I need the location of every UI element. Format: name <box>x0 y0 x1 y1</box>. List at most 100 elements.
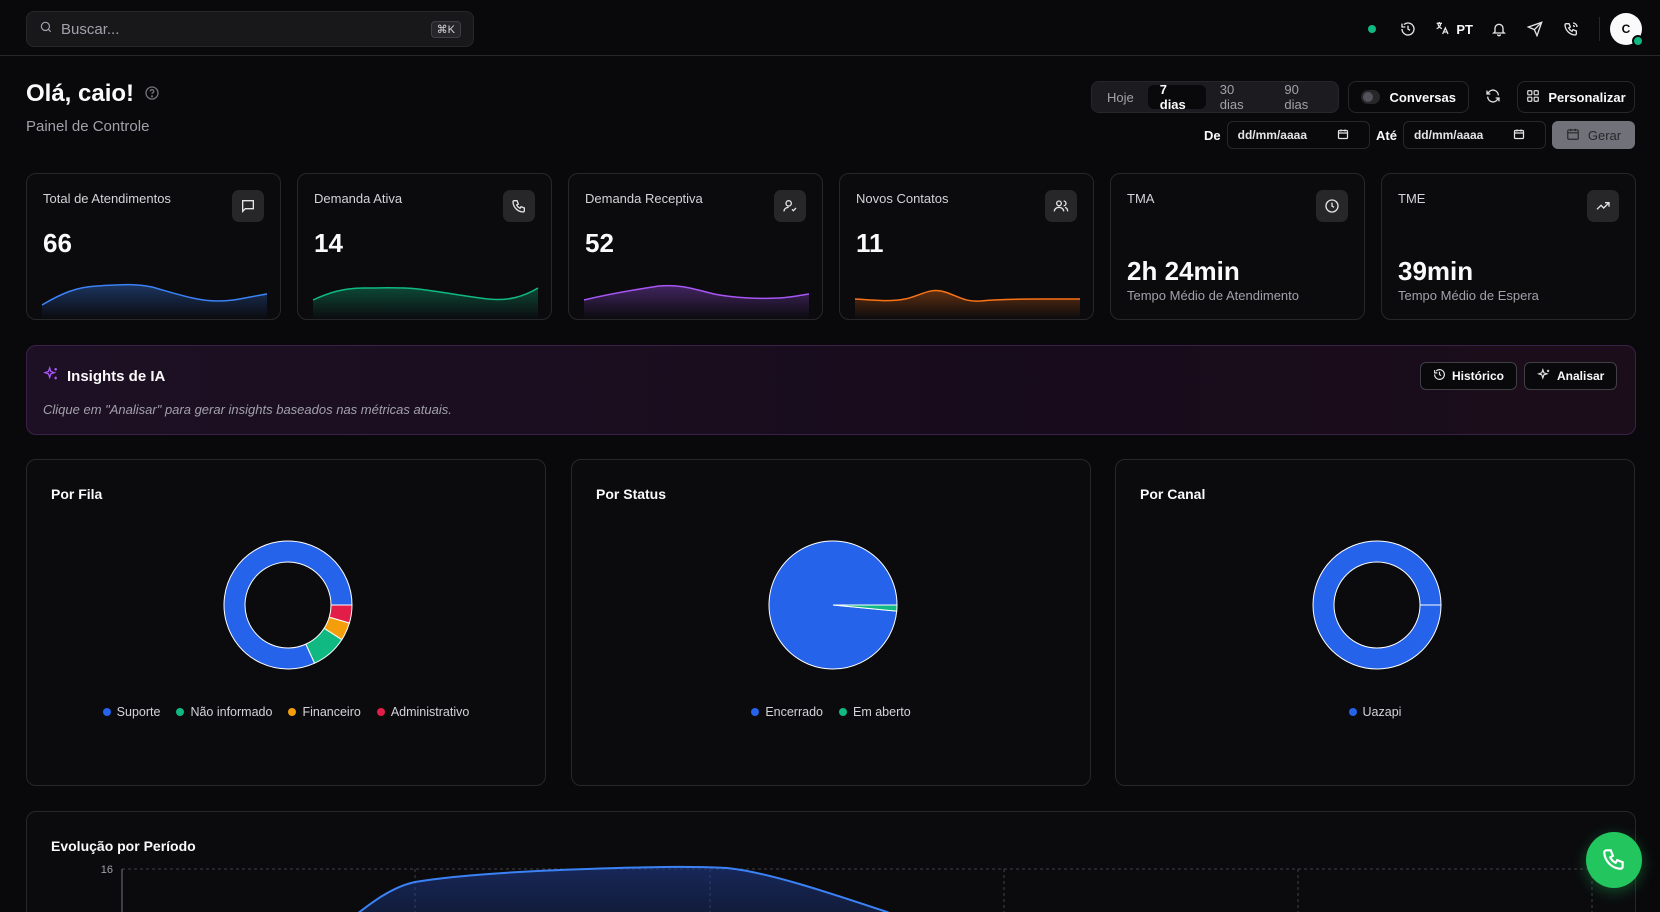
generate-label: Gerar <box>1587 127 1622 143</box>
legend-label: Encerrado <box>765 705 823 719</box>
personalize-button[interactable]: Personalizar <box>1517 81 1635 113</box>
generate-button[interactable]: Gerar <box>1552 121 1635 149</box>
legend-dot <box>102 708 111 716</box>
sparkline <box>41 283 268 319</box>
top-bar: Buscar... ⌘K PT C <box>0 0 1660 56</box>
user-check-icon <box>774 190 806 222</box>
sparkles-icon <box>1536 367 1551 385</box>
refresh-icon <box>1485 88 1501 107</box>
range-90-days[interactable]: 90 dias <box>1284 82 1309 112</box>
legend-label: Suporte <box>116 705 161 719</box>
legend-label: Administrativo <box>390 705 470 719</box>
legend-item: Encerrado <box>751 705 823 719</box>
date-to-label: Até <box>1376 127 1397 143</box>
range-today[interactable]: Hoje <box>1107 89 1134 105</box>
analyze-label: Analisar <box>1557 369 1605 383</box>
metric-value: 66 <box>43 228 72 258</box>
search-icon <box>39 20 53 38</box>
metric-title: Demanda Receptiva <box>585 191 703 206</box>
panel-por-status: Por Status Encerrado Em aberto <box>571 459 1091 786</box>
greeting: Olá, caio! <box>26 80 160 108</box>
language-code: PT <box>1456 21 1473 37</box>
metric-title: TME <box>1398 191 1426 206</box>
metric-card-new-contacts: Novos Contatos 11 <box>839 173 1094 320</box>
legend-item: Financeiro <box>288 705 361 719</box>
pie-slice[interactable] <box>223 540 353 670</box>
clock-icon <box>1316 190 1348 222</box>
legend-dot <box>1348 708 1357 716</box>
pie-slice[interactable] <box>305 627 343 664</box>
chart-legend: Encerrado Em aberto <box>572 705 1090 719</box>
toggle-switch[interactable] <box>1361 90 1380 104</box>
sparkles-icon <box>42 365 59 386</box>
search-input[interactable]: Buscar... <box>61 20 120 38</box>
pie-slice[interactable] <box>323 616 351 641</box>
users-icon <box>1045 190 1077 222</box>
panel-title: Evolução por Período <box>51 838 196 854</box>
range-7-days[interactable]: 7 dias <box>1147 82 1206 112</box>
help-icon[interactable] <box>144 85 160 104</box>
date-from-input[interactable]: dd/mm/aaaa <box>1226 121 1370 149</box>
metric-caption: Tempo Médio de Espera <box>1398 288 1539 303</box>
phone-icon <box>1601 846 1627 875</box>
legend-dot <box>176 708 185 716</box>
bell-icon[interactable] <box>1481 12 1517 46</box>
metric-card-active: Demanda Ativa 14 <box>297 173 552 320</box>
pie-slice[interactable] <box>832 604 898 612</box>
metric-card-receptive: Demanda Receptiva 52 <box>568 173 823 320</box>
page-title: Olá, caio! <box>26 80 135 107</box>
history-icon[interactable] <box>1390 12 1426 46</box>
sparkline <box>583 284 810 319</box>
language-selector[interactable]: PT <box>1426 20 1481 39</box>
search-shortcut-badge: ⌘K <box>430 20 461 38</box>
pie-chart-fila <box>223 540 353 670</box>
pie-chart-canal <box>1312 540 1442 670</box>
connection-status-dot <box>1368 25 1377 33</box>
chart-legend: Suporte Não informado Financeiro Adminis… <box>27 705 545 719</box>
history-button[interactable]: Histórico <box>1420 362 1518 390</box>
evolution-panel: Evolução por Período 16 <box>26 811 1636 912</box>
metric-card-tme: TME 39min Tempo Médio de Espera <box>1381 173 1636 320</box>
phone-call-icon[interactable] <box>1553 12 1589 46</box>
range-30-days[interactable]: 30 dias <box>1219 82 1244 112</box>
pie-slice[interactable] <box>1312 540 1442 670</box>
panel-title: Por Canal <box>1140 486 1206 502</box>
phone-icon <box>503 190 535 222</box>
pie-slice[interactable] <box>328 604 353 624</box>
user-avatar[interactable]: C <box>1610 13 1644 47</box>
metric-value: 39min <box>1398 256 1474 286</box>
analyze-button[interactable]: Analisar <box>1524 362 1618 390</box>
conversas-toggle[interactable]: Conversas <box>1348 81 1469 113</box>
grid-icon <box>1526 89 1540 106</box>
sparkline <box>854 289 1080 319</box>
legend-label: Uazapi <box>1362 705 1402 719</box>
y-tick-label: 16 <box>101 864 113 876</box>
panel-por-canal: Por Canal Uazapi <box>1115 459 1635 786</box>
legend-label: Não informado <box>190 705 273 719</box>
whatsapp-fab-button[interactable] <box>1586 832 1642 888</box>
date-to-input[interactable]: dd/mm/aaaa <box>1402 121 1546 149</box>
metric-value: 11 <box>856 228 884 258</box>
personalize-label: Personalizar <box>1548 89 1626 105</box>
search-box[interactable]: Buscar... ⌘K <box>26 11 474 47</box>
calendar-icon[interactable] <box>1337 128 1349 143</box>
metric-value: 2h 24min <box>1127 256 1240 286</box>
metric-value: 14 <box>314 228 343 258</box>
insights-title-text: Insights de IA <box>67 367 166 385</box>
calendar-icon[interactable] <box>1513 128 1525 143</box>
divider <box>1599 17 1600 41</box>
area-fill <box>359 866 887 912</box>
metric-title: Novos Contatos <box>856 191 949 206</box>
date-to-row: Até dd/mm/aaaa <box>1376 121 1546 149</box>
message-icon <box>232 190 264 222</box>
date-from-placeholder: dd/mm/aaaa <box>1237 128 1307 142</box>
translate-icon <box>1434 20 1450 39</box>
conversas-label: Conversas <box>1389 89 1456 105</box>
metric-title: Total de Atendimentos <box>43 191 171 206</box>
legend-item: Em aberto <box>839 705 911 719</box>
insights-description: Clique em "Analisar" para gerar insights… <box>43 402 452 417</box>
send-icon[interactable] <box>1517 12 1553 46</box>
refresh-button[interactable] <box>1478 83 1508 111</box>
legend-item: Administrativo <box>376 705 470 719</box>
chart-legend: Uazapi <box>1116 705 1634 719</box>
